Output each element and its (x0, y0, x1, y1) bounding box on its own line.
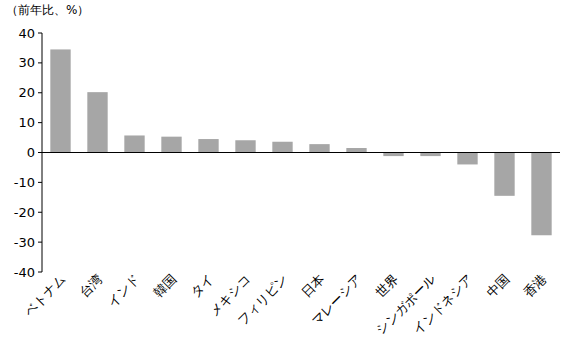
x-tick-label: マレーシア (308, 272, 365, 329)
y-tick (38, 242, 42, 243)
x-axis-line (42, 152, 560, 153)
bar (161, 137, 181, 153)
y-tick (38, 122, 42, 123)
x-tick-label: フィリピン (234, 272, 291, 329)
bar (457, 153, 477, 165)
bar (309, 144, 329, 152)
bar (50, 49, 70, 152)
y-tick (38, 212, 42, 213)
x-tick-label: 香港 (521, 272, 550, 301)
chart-svg: （前年比、%） -40 -30 -20 -10 0 10 20 30 40 ベトナム台湾インド韓国タ… (0, 0, 566, 358)
y-tick (38, 62, 42, 63)
x-tick-label: 世界 (373, 272, 402, 301)
y-tick-label: -30 (14, 235, 35, 250)
x-tick-label: インドネシア (410, 272, 476, 338)
bars (50, 49, 551, 235)
y-tick (38, 33, 42, 34)
y-tick-label: 40 (18, 26, 35, 41)
bar (420, 153, 440, 157)
chart-container: （前年比、%） -40 -30 -20 -10 0 10 20 30 40 ベトナム台湾インド韓国タ… (0, 0, 566, 358)
x-tick-label: インド (104, 272, 142, 310)
bar (383, 153, 403, 157)
y-tick-label: 0 (27, 145, 35, 160)
y-tick-label: -10 (14, 175, 35, 190)
y-tick (38, 182, 42, 183)
x-tick-label: 日本 (299, 272, 328, 301)
bar (531, 153, 551, 236)
y-tick-label: -40 (14, 265, 35, 280)
y-tick (38, 92, 42, 93)
bar (198, 139, 218, 152)
bar (272, 142, 292, 153)
bar (235, 140, 255, 152)
y-tick (38, 152, 42, 153)
x-tick-label: 韓国 (151, 272, 180, 301)
bar (494, 153, 514, 196)
bar (346, 148, 366, 152)
y-tick-label: 20 (18, 85, 35, 100)
y-axis-label: （前年比、%） (6, 3, 89, 17)
bar (87, 92, 107, 152)
y-tick-label: 30 (18, 55, 35, 70)
y-tick (38, 272, 42, 273)
x-tick-label: 中国 (484, 272, 513, 301)
bar (124, 135, 144, 152)
y-tick-label: -20 (14, 205, 35, 220)
y-tick-label: 10 (18, 115, 35, 130)
x-tick-label: タイ (188, 272, 217, 301)
x-tick-label: ベトナム (21, 272, 68, 319)
x-tick-label: 台湾 (77, 272, 106, 301)
